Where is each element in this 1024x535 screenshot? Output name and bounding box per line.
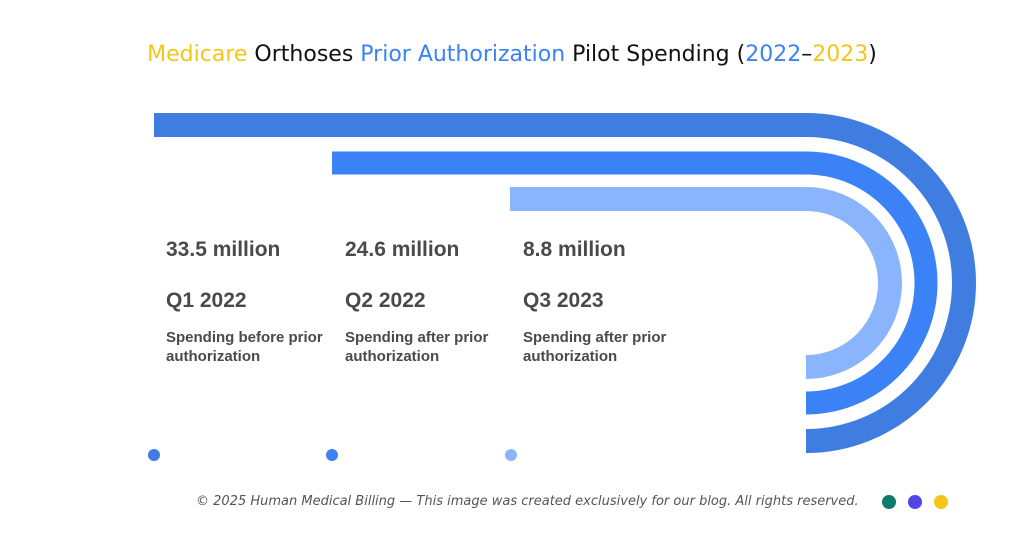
title-part: ) [868,42,877,67]
timeline-dot [326,449,338,461]
brand-dot-yellow [934,495,948,509]
title-part: Medicare [147,42,248,67]
stat-description: Spending after prior authorization [345,329,489,365]
copyright-footer: © 2025 Human Medical Billing — This imag… [196,494,859,509]
stat-value: 8.8 million [523,238,626,261]
title-part: ( [736,42,746,67]
arc-bar-q2-2022 [332,151,938,415]
title-part: – [801,42,813,67]
title-part: Orthoses [247,42,361,67]
arc-bar-q1-2022 [154,113,976,453]
stat-value: 33.5 million [166,238,281,261]
page-title: Medicare Orthoses Prior Authorization Pi… [0,42,1024,67]
timeline-dot [505,449,517,461]
title-part: Prior Authorization [360,42,566,67]
stat-period: Q3 2023 [523,289,604,312]
stat-period: Q2 2022 [345,289,426,312]
stat-period: Q1 2022 [166,289,247,312]
title-part: Pilot Spending [565,42,737,67]
brand-dot-indigo [908,495,922,509]
title-part: 2023 [812,42,869,67]
stat-description: Spending after prior authorization [523,329,667,365]
brand-dot-green [882,495,896,509]
arc-bar-q3-2023 [510,187,902,379]
title-part: 2022 [745,42,802,67]
stat-value: 24.6 million [345,238,460,261]
timeline-dot [148,449,160,461]
stat-description: Spending before prior authorization [166,329,323,365]
